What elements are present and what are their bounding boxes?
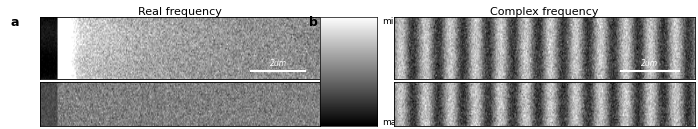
Text: min: min bbox=[382, 17, 399, 26]
Title: Real frequency: Real frequency bbox=[138, 7, 222, 17]
Title: Complex frequency: Complex frequency bbox=[490, 7, 599, 17]
Text: b: b bbox=[309, 16, 318, 29]
Text: max: max bbox=[382, 118, 401, 127]
Text: a: a bbox=[10, 16, 19, 29]
Text: 2um: 2um bbox=[641, 59, 658, 68]
Text: 2um: 2um bbox=[269, 59, 287, 68]
